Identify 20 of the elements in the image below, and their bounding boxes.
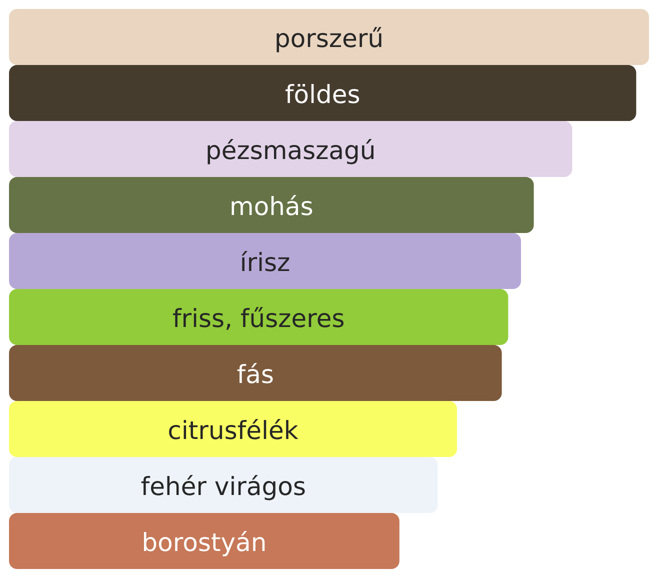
y-tick-label: borostyán — [144, 531, 265, 556]
y-tick-label: fehér virágos — [141, 475, 305, 500]
bar — [9, 65, 636, 122]
bar — [9, 121, 572, 178]
y-tick-label: friss, fűszeres — [173, 307, 344, 330]
y-tick-label: írisz — [242, 251, 290, 272]
y-tick-label: földes — [286, 84, 360, 104]
bar — [9, 9, 650, 65]
bar — [9, 401, 458, 458]
bar — [9, 289, 508, 346]
bar — [9, 457, 438, 514]
bar — [9, 177, 534, 234]
bar — [9, 233, 522, 290]
bar — [9, 513, 400, 570]
y-tick-label: porszerű — [276, 27, 382, 52]
y-tick-label: mohás — [232, 195, 312, 216]
y-tick-label: citrusfélék — [169, 419, 298, 440]
y-tick-label: pézsmaszagú — [208, 139, 374, 164]
bar — [9, 345, 502, 402]
y-tick-label: fás — [237, 363, 273, 384]
